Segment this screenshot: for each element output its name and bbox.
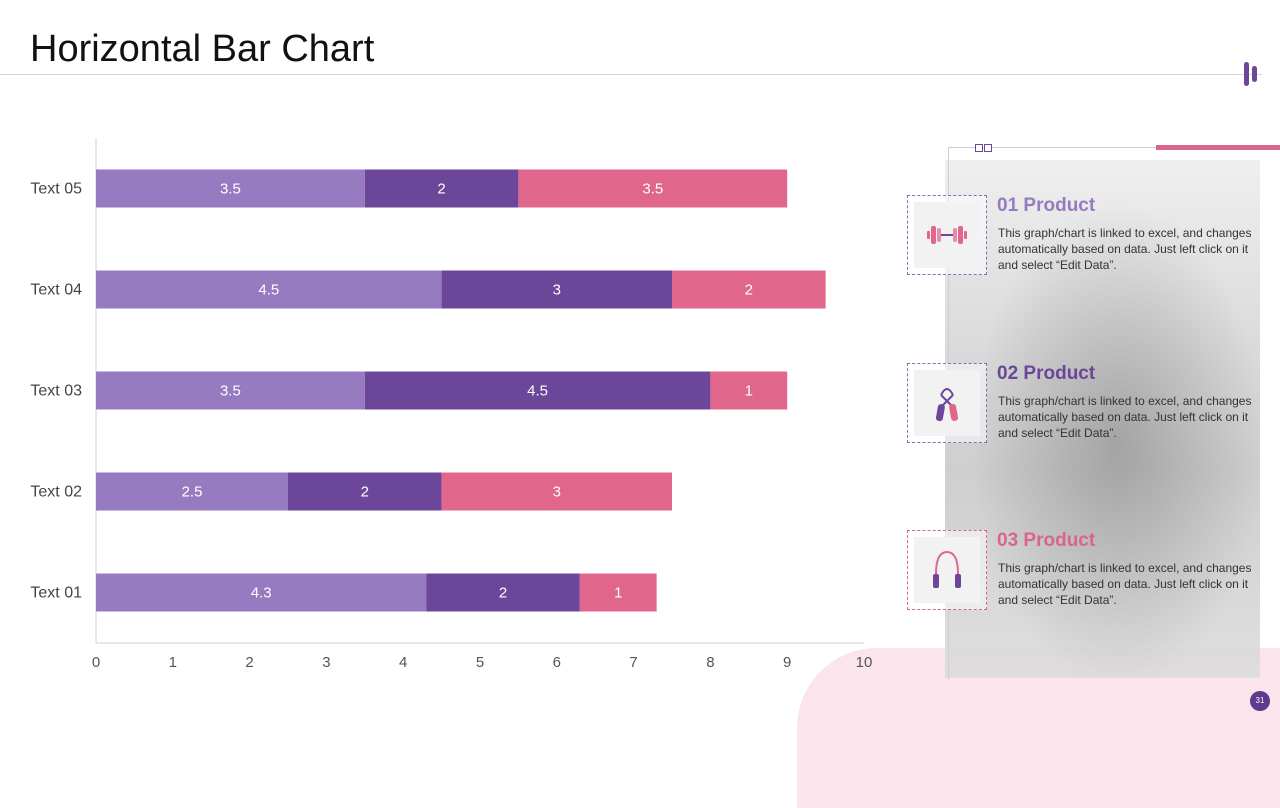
hand-gripper-icon: [935, 388, 959, 422]
bar-segment: [364, 371, 711, 410]
dumbbell-icon: [927, 226, 967, 244]
data-label: 2.5: [182, 484, 203, 501]
bar-segment: [96, 169, 365, 208]
bar-segment: [518, 169, 788, 208]
product-title: 03 Product: [997, 530, 1096, 551]
data-label: 2: [437, 181, 445, 198]
x-tick-label: 7: [629, 654, 637, 671]
bar-segment: [96, 472, 288, 511]
x-tick-label: 5: [476, 654, 484, 671]
y-tick-label: Text 04: [30, 282, 82, 299]
square-decoration: [975, 144, 983, 152]
bar-segment: [96, 270, 442, 309]
x-tick-label: 9: [783, 654, 791, 671]
horizontal-bar-chart: 0 1 2 3 4 5 6 7 8 9 10 Text 01 4.3 2 1 Text 02 2.5 2 3 Text…: [30, 138, 873, 671]
bar-segment: [441, 270, 672, 309]
background-photo: [945, 160, 1260, 678]
bar-segment: [710, 371, 788, 410]
brand-logo: [1244, 62, 1260, 86]
data-label: 3.5: [220, 181, 241, 198]
data-label: 2: [745, 282, 753, 299]
bar-segment: [426, 573, 580, 612]
x-tick-label: 4: [399, 654, 407, 671]
data-label: 4.3: [251, 585, 272, 602]
product-description: This graph/chart is linked to excel, and…: [998, 226, 1252, 272]
icon-frame: [907, 530, 987, 610]
product-title: 02 Product: [997, 363, 1096, 384]
x-tick-label: 10: [856, 654, 873, 671]
product-card-2: 02 Product This graph/chart is linked to…: [907, 363, 1267, 445]
bar-segment: [96, 573, 427, 612]
y-tick-label: Text 05: [30, 181, 82, 198]
x-tick-label: 6: [553, 654, 561, 671]
bar-segment: [672, 270, 826, 309]
x-tick-label: 1: [169, 654, 177, 671]
data-label: 1: [745, 383, 753, 400]
product-description: This graph/chart is linked to excel, and…: [998, 394, 1252, 440]
product-card-3: 03 Product This graph/chart is linked to…: [907, 530, 1267, 612]
page-number: 31: [1250, 691, 1270, 711]
y-tick-label: Text 03: [30, 383, 82, 400]
product-title: 01 Product: [997, 195, 1096, 216]
page-title: Horizontal Bar Chart: [30, 28, 375, 70]
data-label: 2: [361, 484, 369, 501]
product-description: This graph/chart is linked to excel, and…: [998, 561, 1252, 607]
data-label: 3.5: [642, 181, 663, 198]
data-label: 3: [553, 484, 561, 501]
x-tick-label: 3: [322, 654, 330, 671]
data-label: 2: [499, 585, 507, 602]
x-tick-label: 8: [706, 654, 714, 671]
square-decoration: [984, 144, 992, 152]
bar-segment: [441, 472, 672, 511]
data-label: 3: [553, 282, 561, 299]
bar-segment: [288, 472, 442, 511]
data-label: 4.5: [527, 383, 548, 400]
data-label: 1: [614, 585, 622, 602]
bar-segment: [96, 371, 365, 410]
x-tick-label: 2: [245, 654, 253, 671]
icon-frame: [907, 363, 987, 443]
jump-rope-icon: [933, 550, 961, 588]
accent-bar: [1156, 145, 1280, 150]
product-card-1: 01 Product This graph/chart is linked to…: [907, 195, 1267, 277]
y-tick-label: Text 02: [30, 484, 82, 501]
frame-line-top: [948, 147, 1158, 148]
bar-segment: [364, 169, 519, 208]
icon-frame: [907, 195, 987, 275]
bar-segment: [579, 573, 657, 612]
y-tick-label: Text 01: [30, 585, 82, 602]
data-label: 3.5: [220, 383, 241, 400]
title-divider: [0, 74, 1262, 75]
x-tick-label: 0: [92, 654, 100, 671]
photo-shade: [945, 160, 1260, 678]
data-label: 4.5: [258, 282, 279, 299]
